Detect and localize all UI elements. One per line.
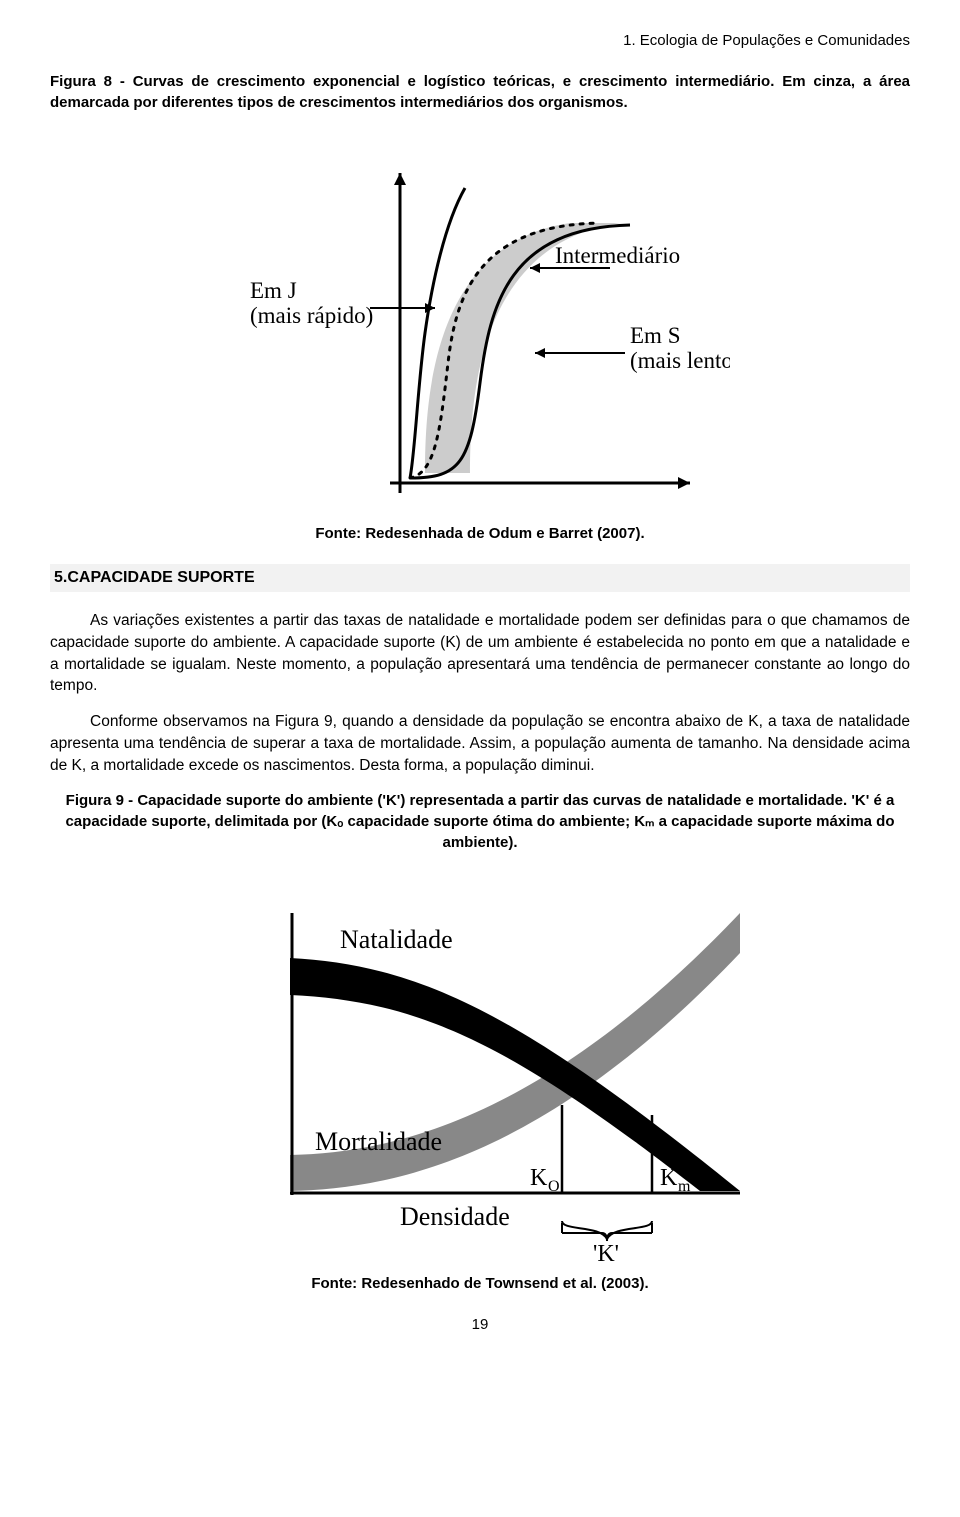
fig9-label-natalidade: Natalidade	[340, 925, 453, 954]
figure9-diagram: Natalidade Mortalidade Densidade K O K m…	[200, 873, 760, 1263]
fig9-label-mortalidade: Mortalidade	[315, 1127, 442, 1156]
section-5-heading: 5.CAPACIDADE SUPORTE	[50, 564, 910, 592]
figure9-caption: Figura 9 - Capacidade suporte do ambient…	[50, 790, 910, 853]
svg-text:m: m	[678, 1178, 691, 1195]
fig9-label-densidade: Densidade	[400, 1202, 510, 1231]
fig8-label-s-line2: (mais lento)	[630, 348, 730, 373]
section-5-para-2: Conforme observamos na Figura 9, quando …	[50, 711, 910, 776]
fig8-label-s-line1: Em S	[630, 323, 680, 348]
fig9-label-k: 'K'	[593, 1241, 619, 1263]
fig8-label-int: Intermediário	[555, 243, 680, 268]
section-5-para-1: As variações existentes a partir das tax…	[50, 610, 910, 697]
figure8-caption: Figura 8 - Curvas de crescimento exponen…	[50, 71, 910, 113]
figure8-source: Fonte: Redesenhada de Odum e Barret (200…	[50, 523, 910, 544]
fig9-label-km: K	[660, 1165, 678, 1191]
fig8-label-j-line1: Em J	[250, 278, 297, 303]
figure9-source: Fonte: Redesenhado de Townsend et al. (2…	[50, 1273, 910, 1294]
fig8-label-j-line2: (mais rápido)	[250, 303, 373, 328]
fig9-label-ko: K	[530, 1165, 548, 1191]
svg-text:O: O	[548, 1178, 560, 1195]
figure8-diagram: Em J (mais rápido) Intermediário Em S (m…	[230, 133, 730, 513]
page-number: 19	[50, 1314, 910, 1335]
chapter-header: 1. Ecologia de Populações e Comunidades	[50, 30, 910, 51]
